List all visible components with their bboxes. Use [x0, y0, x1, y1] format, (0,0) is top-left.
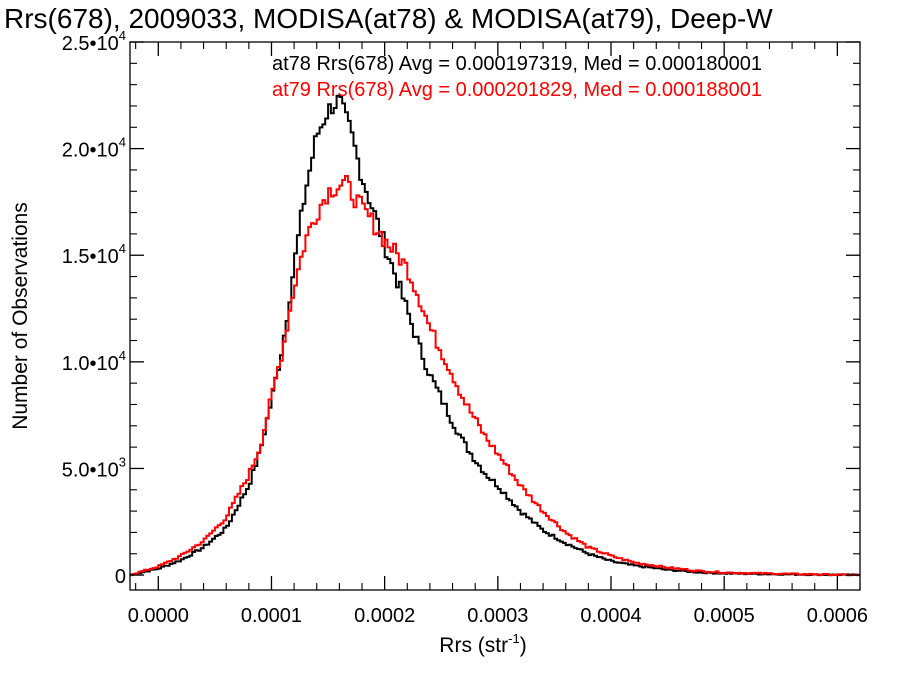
- legend-annotations: at78 Rrs(678) Avg = 0.000197319, Med = 0…: [272, 53, 762, 101]
- y-tick-label: 2.0•104: [62, 135, 126, 162]
- x-tick-label: 0.0005: [694, 605, 755, 627]
- series-line-1: [130, 94, 860, 577]
- annotation-at78: at78 Rrs(678) Avg = 0.000197319, Med = 0…: [272, 53, 762, 75]
- y-tick-label: 1.0•104: [62, 348, 126, 375]
- x-axis-label-exponent: -1: [508, 631, 520, 646]
- x-tick-label: 0.0001: [241, 605, 302, 627]
- series-layer: [130, 94, 860, 577]
- x-tick-label: 0.0002: [354, 605, 415, 627]
- x-tick-label: 0.0003: [467, 605, 528, 627]
- x-tick-label: 0.0006: [807, 605, 868, 627]
- y-tick-label: 2.5•104: [62, 28, 126, 55]
- y-axis: 0 5.0•103 1.0•104 1.5•104 2.0•104 2.5•104: [62, 28, 860, 588]
- annotation-at79: at79 Rrs(678) Avg = 0.000201829, Med = 0…: [272, 79, 762, 101]
- y-tick-label: 5.0•103: [62, 454, 126, 481]
- x-tick-label: 0.0000: [128, 605, 189, 627]
- x-axis-label-main: Rrs (str: [439, 634, 508, 657]
- chart-title: Rrs(678), 2009033, MODISA(at78) & MODISA…: [4, 3, 773, 34]
- x-axis-label: Rrs (str-1): [439, 631, 526, 657]
- y-tick-label: 1.5•104: [62, 241, 126, 268]
- y-axis-label: Number of Observations: [9, 202, 32, 430]
- y-tick-label: 0: [115, 566, 126, 588]
- x-axis-label-end: ): [520, 634, 527, 657]
- plot-frame: [129, 41, 861, 591]
- x-axis: 0.0000 0.0001 0.0002 0.0003 0.0004 0.0005 0.00…: [128, 42, 868, 627]
- series-line-2: [130, 175, 860, 577]
- x-tick-label: 0.0004: [580, 605, 641, 627]
